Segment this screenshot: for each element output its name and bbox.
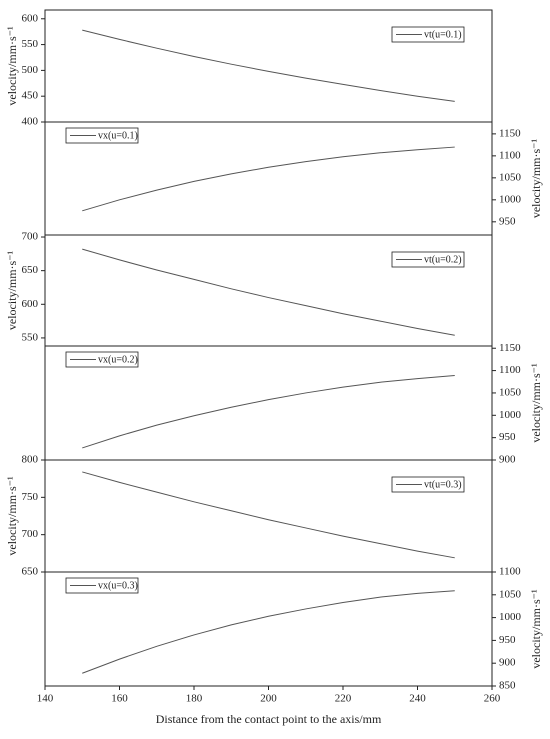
- legend-box: [391, 251, 465, 268]
- y-axis-label: velocity/mm·s⁻¹: [529, 589, 543, 669]
- y-axis-label: velocity/mm·s⁻¹: [529, 138, 543, 218]
- data-line: [82, 471, 455, 559]
- data-line: [82, 146, 455, 212]
- y-axis-label: velocity/mm·s⁻¹: [5, 476, 19, 556]
- y-axis-label: velocity/mm·s⁻¹: [529, 363, 543, 443]
- y-tick-label: 550: [22, 38, 39, 50]
- y-tick-label: 750: [22, 491, 39, 503]
- legend-label: vt(u=0.1): [424, 29, 462, 40]
- y-tick-label: 650: [22, 566, 39, 578]
- y-tick-label: 1000: [499, 611, 522, 623]
- y-axis-label: velocity/mm·s⁻¹: [5, 26, 19, 106]
- y-tick-label: 850: [499, 680, 516, 692]
- legend-label: vt(u=0.2): [424, 254, 462, 265]
- y-tick-label: 1150: [499, 127, 521, 139]
- x-tick-label: 260: [484, 693, 501, 705]
- y-tick-label: 400: [22, 116, 39, 128]
- x-tick-label: 200: [260, 693, 277, 705]
- y-axis-label: velocity/mm·s⁻¹: [5, 250, 19, 330]
- x-tick-label: 160: [111, 693, 128, 705]
- x-axis-label: Distance from the contact point to the a…: [156, 712, 382, 726]
- y-tick-label: 1050: [499, 588, 522, 600]
- legend-box: [65, 577, 139, 594]
- y-tick-label: 1050: [499, 386, 522, 398]
- x-tick-label: 140: [37, 693, 54, 705]
- legend-label: vx(u=0.1): [98, 130, 138, 141]
- y-tick-label: 550: [22, 331, 39, 343]
- y-tick-label: 1000: [499, 409, 522, 421]
- y-tick-label: 1050: [499, 171, 522, 183]
- data-line: [82, 590, 455, 674]
- legend-label: vx(u=0.2): [98, 354, 138, 365]
- y-tick-label: 1150: [499, 342, 521, 354]
- y-tick-label: 1000: [499, 193, 522, 205]
- y-tick-label: 600: [22, 12, 39, 24]
- y-tick-label: 700: [22, 231, 39, 243]
- legend-box: [65, 351, 139, 368]
- x-tick-label: 240: [409, 693, 426, 705]
- legend-box: [391, 26, 465, 43]
- y-tick-label: 650: [22, 264, 39, 276]
- legend-box: [65, 127, 139, 144]
- data-line: [82, 375, 455, 449]
- y-tick-label: 950: [499, 431, 516, 443]
- y-tick-label: 950: [499, 634, 516, 646]
- y-tick-label: 700: [22, 528, 39, 540]
- data-line: [82, 248, 455, 336]
- data-line: [82, 29, 455, 102]
- y-tick-label: 1100: [499, 364, 521, 376]
- y-tick-label: 1100: [499, 566, 521, 578]
- y-tick-label: 800: [22, 454, 39, 466]
- legend-label: vx(u=0.3): [98, 580, 138, 591]
- y-tick-label: 950: [499, 215, 516, 227]
- y-tick-label: 1100: [499, 149, 521, 161]
- y-tick-label: 900: [499, 657, 516, 669]
- y-tick-label: 450: [22, 90, 39, 102]
- legend-label: vt(u=0.3): [424, 479, 462, 490]
- x-tick-label: 180: [186, 693, 203, 705]
- y-tick-label: 900: [499, 454, 516, 466]
- x-tick-label: 220: [335, 693, 352, 705]
- legend-box: [391, 476, 465, 493]
- y-tick-label: 600: [22, 298, 39, 310]
- y-tick-label: 500: [22, 64, 39, 76]
